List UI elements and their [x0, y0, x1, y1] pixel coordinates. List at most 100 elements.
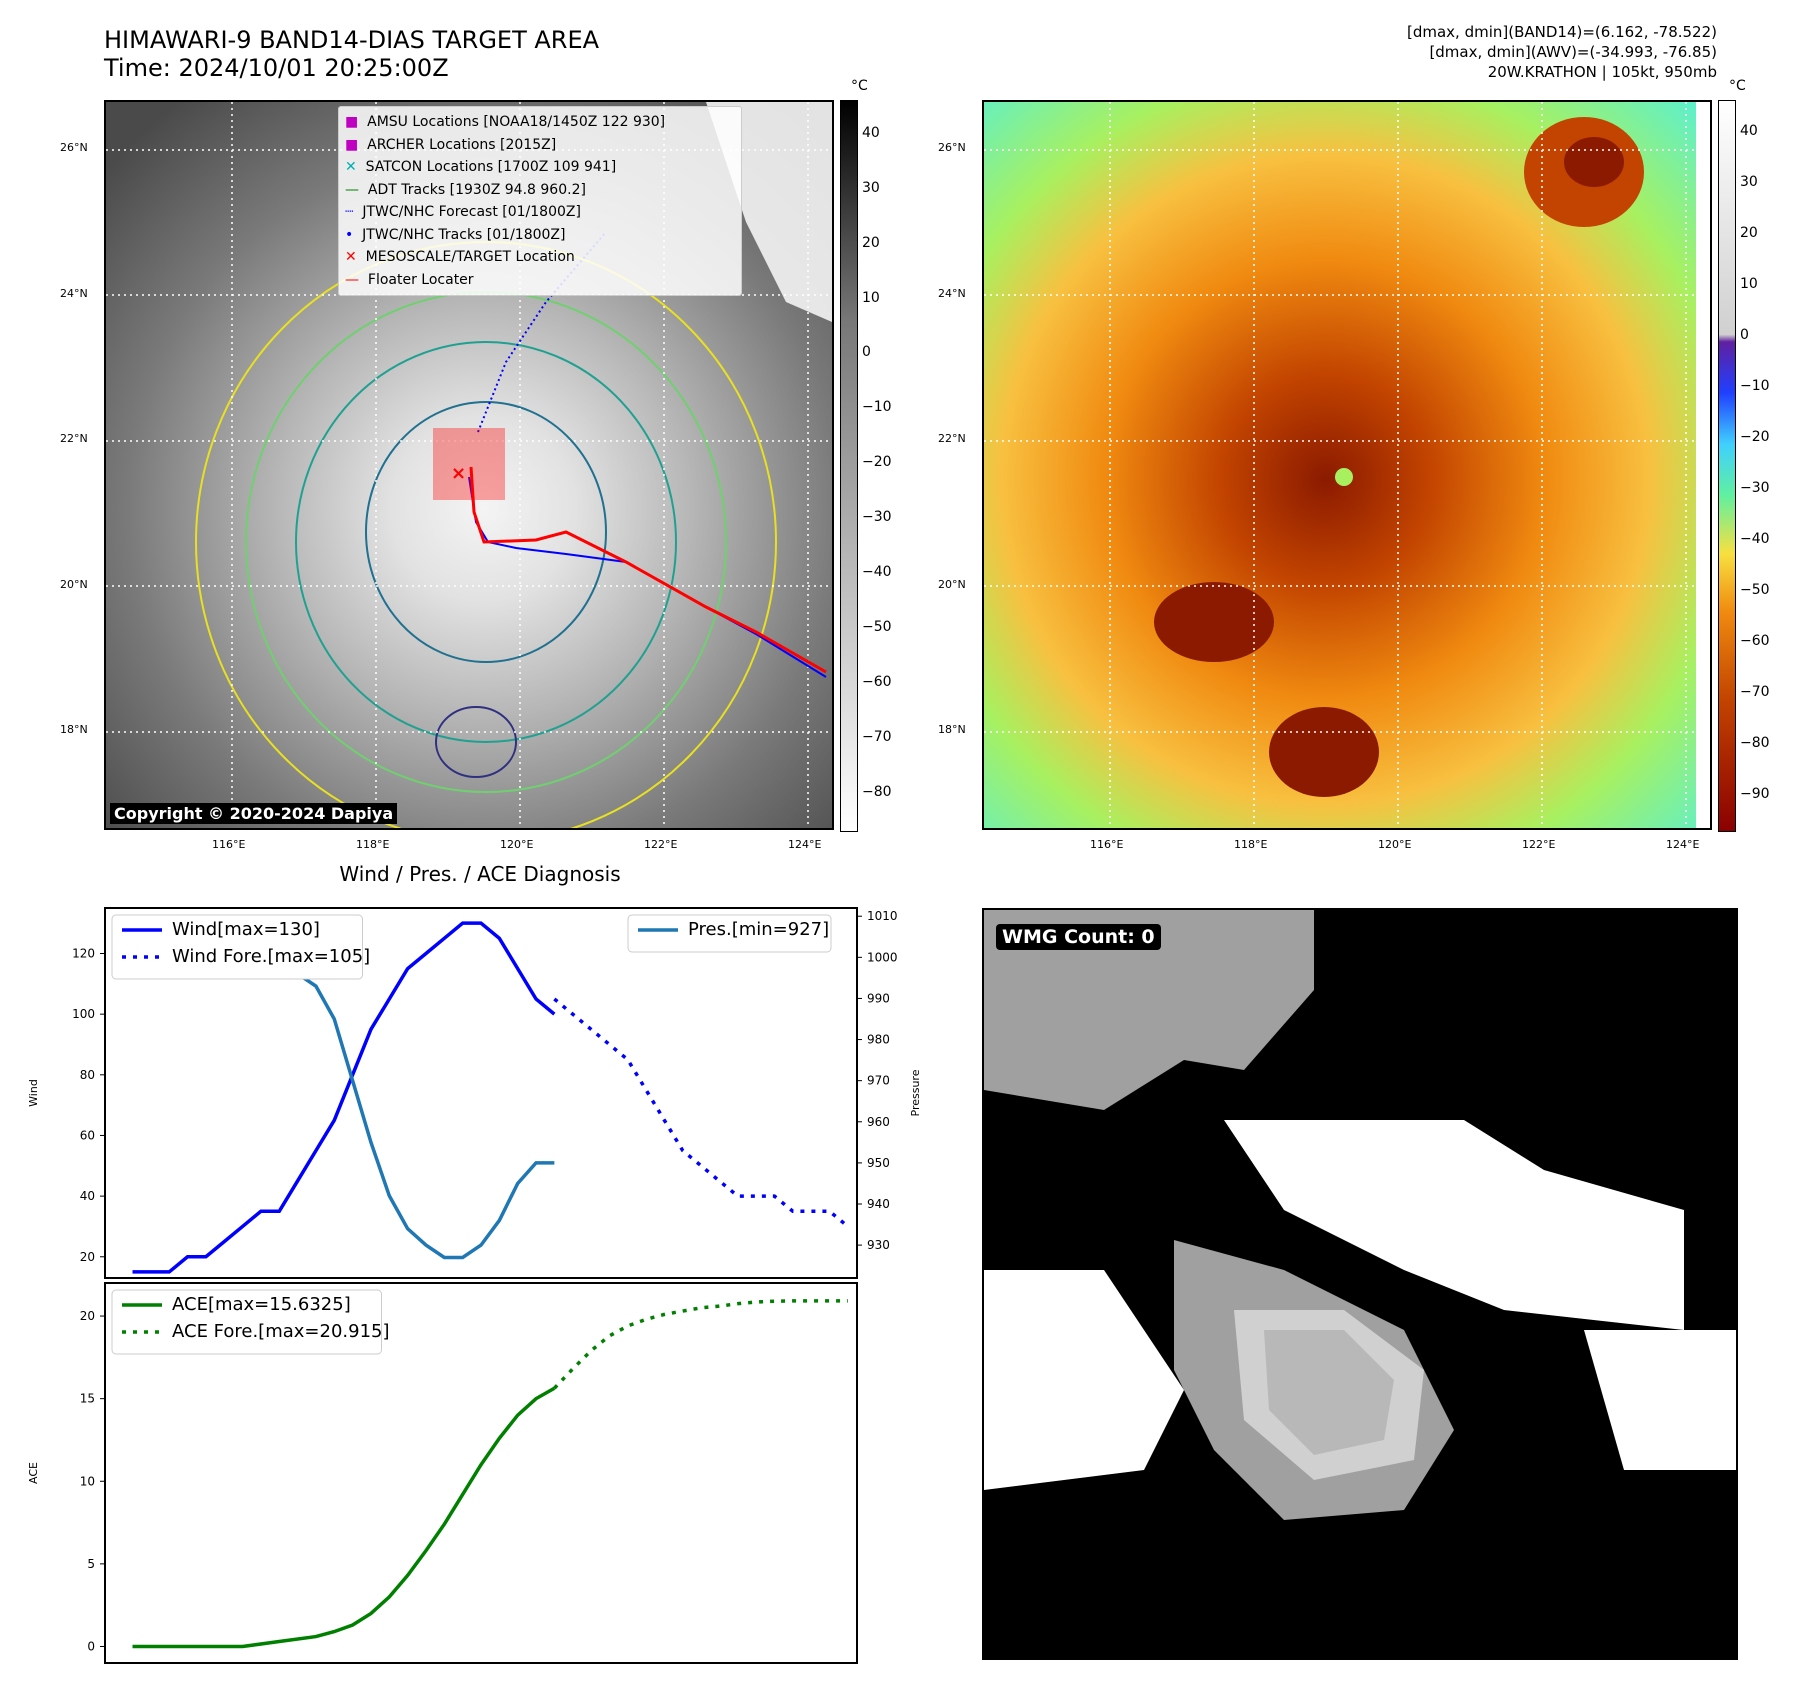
title-line-2: Time: 2024/10/01 20:25:00Z — [104, 54, 449, 82]
y-right-tick-label: 950 — [867, 1156, 890, 1170]
colorbar-tick-label: −30 — [1740, 479, 1770, 496]
y-right-tick-label: 970 — [867, 1074, 890, 1088]
lon-tick-label: 122°E — [1522, 838, 1556, 851]
y-right-tick-label: 1000 — [867, 950, 898, 964]
lat-tick-label: 20°N — [938, 577, 966, 591]
figure-title: HIMAWARI-9 BAND14-DIAS TARGET AREA Time:… — [104, 26, 599, 82]
wind-pressure-chart: 20 40 60 80 100 120 Wind 930 940 950 960 970 980 990 1… — [27, 907, 920, 1279]
lon-tick-label: 124°E — [1666, 838, 1700, 851]
diagnosis-title: Wind / Pres. / ACE Diagnosis — [339, 862, 621, 886]
legend-amsu: ■ AMSU Locations [NOAA18/1450Z 122 930] — [345, 111, 735, 134]
ir-colorbar-unit: °C — [851, 78, 868, 94]
line-icon: — — [345, 181, 359, 198]
y-tick-label: 120 — [72, 946, 95, 960]
lat-tick-label: 18°N — [60, 723, 88, 736]
y-tick-label: 80 — [80, 1068, 95, 1082]
y-tick-label: 10 — [80, 1474, 95, 1488]
contour-ring-blue — [365, 401, 607, 663]
colorbar-tick-label: −50 — [862, 618, 892, 635]
ace-chart: 0 5 10 15 20 ACE ACE[max=15.6325] ACE Fore.[max… — [27, 1282, 858, 1664]
legend-label: Pres.[min=927] — [688, 919, 829, 940]
y-tick-label: 0 — [87, 1639, 95, 1653]
wmg-count-badge: WMG Count: 0 — [996, 924, 1161, 950]
colorbar-tick-label: −60 — [1740, 633, 1770, 650]
contour-ring-core — [435, 706, 517, 778]
colorbar-tick-label: 10 — [1740, 275, 1758, 292]
target-marker: × — [451, 463, 466, 484]
line-icon: — — [345, 271, 359, 288]
chart-legend: Pres.[min=927] — [627, 914, 832, 953]
legend-jtwc: • JTWC/NHC Tracks [01/1800Z] — [345, 224, 735, 247]
y-tick-label: 20 — [80, 1250, 95, 1264]
lon-tick-label: 120°E — [1378, 838, 1412, 851]
awv-map-panel — [982, 100, 1712, 830]
stats-line-1: [dmax, dmin](BAND14)=(6.162, -78.522) — [1406, 23, 1717, 41]
square-icon: ■ — [345, 114, 359, 130]
colorbar-tick-label: 30 — [862, 179, 880, 196]
legend-label: Wind[max=130] — [172, 919, 320, 940]
dotted-line-icon: ┈ — [345, 204, 354, 220]
y-tick-label: 40 — [80, 1189, 95, 1203]
awv-colorbar — [1718, 100, 1736, 832]
colorbar-tick-label: −20 — [862, 454, 892, 471]
lat-tick-label: 26°N — [60, 141, 88, 154]
y-axis-label: Wind — [27, 1079, 40, 1107]
colorbar-tick-label: −70 — [862, 728, 892, 745]
target-area-box — [433, 428, 505, 500]
colorbar-tick-label: −10 — [862, 399, 892, 416]
line-dot-icon: • — [345, 226, 354, 243]
legend-forecast: ┈ JTWC/NHC Forecast [01/1800Z] — [345, 201, 735, 224]
y-right-tick-label: 940 — [867, 1197, 890, 1211]
colorbar-tick-label: 10 — [862, 289, 880, 306]
lon-tick-label: 116°E — [212, 838, 246, 851]
legend-label: ACE Fore.[max=20.915] — [172, 1321, 390, 1342]
x-mark-icon: ✕ — [345, 249, 357, 265]
copyright-badge: Copyright © 2020-2024 Dapiya — [110, 803, 398, 824]
legend-label: ACE[max=15.6325] — [172, 1294, 351, 1315]
legend-mesoscale: ✕ MESOSCALE/TARGET Location — [345, 246, 735, 269]
series-line-0 — [132, 1386, 556, 1649]
contour-ring-teal — [295, 341, 677, 743]
y-axis-label: ACE — [27, 1462, 40, 1484]
legend-satcon-label: SATCON Locations [1700Z 109 941] — [365, 159, 617, 175]
y-tick-label: 20 — [80, 1309, 95, 1323]
legend-satcon: ✕ SATCON Locations [1700Z 109 941] — [345, 156, 735, 179]
awv-gridlines — [984, 102, 1710, 828]
colorbar-tick-label: −90 — [1740, 786, 1770, 803]
y-right-tick-label: 980 — [867, 1033, 890, 1047]
lon-tick-label: 116°E — [1090, 838, 1124, 851]
lon-tick-label: 120°E — [500, 838, 534, 851]
y-right-tick-label: 990 — [867, 991, 890, 1005]
legend-floater-label: Floater Locater — [367, 271, 474, 288]
legend-frame — [111, 1289, 382, 1355]
colorbar-tick-label: 40 — [862, 124, 880, 141]
wmg-panel: WMG Count: 0 — [982, 908, 1738, 1660]
wmg-white-band — [1224, 1120, 1684, 1330]
lat-tick-label: 18°N — [938, 723, 966, 736]
colorbar-tick-label: 40 — [1740, 122, 1758, 139]
legend-frame — [627, 914, 832, 953]
wmg-eye-core — [1264, 1330, 1394, 1455]
awv-map-svg — [984, 102, 1710, 828]
legend-label: Wind Fore.[max=105] — [172, 946, 370, 967]
colorbar-tick-label: 0 — [862, 344, 871, 361]
wmg-svg — [984, 910, 1736, 1658]
colorbar-tick-label: −10 — [1740, 377, 1770, 394]
ir-colorbar — [840, 100, 858, 832]
series-line-0 — [132, 921, 556, 1274]
colorbar-tick-label: 20 — [1740, 224, 1758, 241]
legend-forecast-label: JTWC/NHC Forecast [01/1800Z] — [362, 204, 581, 220]
series-line-1 — [553, 1299, 848, 1390]
lon-tick-label: 124°E — [788, 838, 822, 851]
lat-tick-label: 26°N — [938, 141, 966, 154]
colorbar-tick-label: −60 — [862, 673, 892, 690]
title-line-1: HIMAWARI-9 BAND14-DIAS TARGET AREA — [104, 26, 600, 54]
y-right-tick-label: 930 — [867, 1238, 890, 1252]
y-right-tick-label: 960 — [867, 1115, 890, 1129]
colorbar-tick-label: −30 — [862, 509, 892, 526]
square-icon: ■ — [345, 136, 359, 153]
wmg-white-east — [1584, 1330, 1736, 1470]
lat-tick-label: 22°N — [938, 432, 966, 445]
colorbar-tick-label: 30 — [1740, 173, 1758, 190]
y-tick-label: 60 — [80, 1128, 95, 1142]
